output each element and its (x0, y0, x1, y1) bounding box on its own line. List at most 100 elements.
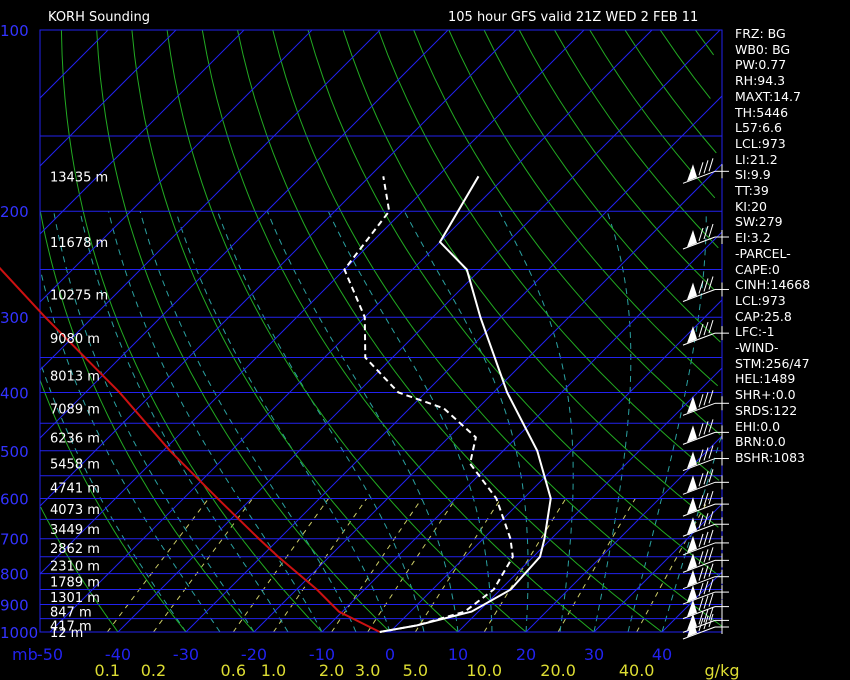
wind-barb-staff (682, 332, 716, 346)
wind-barb-feather (708, 469, 714, 483)
mixing-ratio-unit-label: g/kg (705, 661, 740, 680)
mixing-ratio-label: 10.0 (466, 661, 502, 680)
index-line: HEL:1489 (735, 371, 796, 387)
mixing-ratio-line (557, 498, 636, 632)
pressure-label: 300 (0, 309, 29, 327)
isotherm-line (40, 30, 585, 575)
wind-barb-feather (703, 580, 709, 595)
wind-barb-staff (682, 236, 716, 250)
mixing-ratio-line (232, 498, 330, 632)
temperature-tick-label: -50 (37, 645, 63, 664)
moist-adiabat-line (108, 211, 323, 632)
wind-barb-feather (703, 447, 709, 461)
wind-barb-feather (708, 158, 714, 172)
isobars (39, 29, 723, 633)
wind-barb-feather (708, 445, 714, 459)
height-label: 12 m (50, 626, 83, 641)
isotherm-line (40, 30, 245, 235)
wind-barb-feather (703, 595, 709, 609)
wind-barb-pennant (687, 517, 697, 535)
wind-barb-feather (698, 162, 704, 176)
dry-adiabat-line (131, 30, 459, 632)
index-line: LI:21.2 (735, 151, 778, 167)
mixing-ratio-line (106, 498, 210, 632)
temperature-tick-label: 0 (385, 645, 395, 664)
wind-barb-feather (708, 529, 714, 544)
wind-barb-feather (708, 563, 714, 577)
wind-barb-feather (698, 394, 704, 408)
dry-adiabat-line (554, 30, 719, 249)
wind-barb-feather (698, 533, 704, 548)
wind-barb-feather (708, 490, 714, 505)
mixing-ratio-label: 0.1 (95, 661, 120, 680)
dry-adiabat-line (40, 506, 119, 632)
wind-barb-staff (682, 606, 716, 620)
mixing-ratio-line (367, 498, 457, 632)
wind-barb-feather (708, 613, 714, 628)
isotherm-line (525, 435, 722, 632)
wind-barb-feather (703, 421, 709, 435)
dry-adiabat-line (483, 30, 721, 343)
temperature-trace (379, 175, 552, 633)
wind-barb-feather (698, 280, 704, 294)
wind-barb-feather (703, 471, 709, 485)
dry-adiabat-line (624, 30, 717, 154)
height-label: 1789 m (50, 576, 100, 591)
wind-barb-staff (682, 481, 716, 495)
wind-barb-pennant (687, 396, 697, 414)
wind-barb-pennant (687, 535, 697, 553)
height-label: 7089 m (50, 402, 100, 417)
index-line: SI:9.9 (735, 167, 771, 183)
wind-barb-staff (682, 542, 716, 556)
isotherm-line (49, 30, 653, 632)
wind-barb-pennant (687, 230, 697, 248)
height-label: 417 m (50, 619, 92, 634)
index-line: SHR+:0.0 (735, 387, 796, 403)
isotherm-line (40, 30, 177, 167)
index-line: EHI:0.0 (735, 418, 781, 434)
wind-barb-staff (682, 559, 716, 573)
wind-barb-feather (703, 492, 709, 507)
height-label: 4741 m (50, 481, 100, 496)
mixing-ratio-label: 40.0 (619, 661, 655, 680)
temperature-tick-label: -10 (309, 645, 335, 664)
wind-barb-feather (698, 227, 704, 242)
isotherm-line (40, 30, 517, 507)
wind-barb-feather (703, 549, 709, 563)
height-label: 1301 m (50, 591, 100, 606)
mixing-ratio-label: 1.0 (261, 661, 286, 680)
index-line: WB0: BG (735, 41, 791, 57)
moist-adiabat-line (627, 211, 707, 632)
wind-barb-pennant (687, 553, 697, 571)
moist-adiabat-line (661, 434, 722, 632)
height-label: 11678 m (50, 236, 108, 251)
isotherm-line (457, 367, 722, 632)
pressure-label: 100 (0, 22, 29, 40)
pressure-label: 600 (0, 490, 29, 508)
dry-adiabat-line (694, 30, 715, 56)
dewpoint-trace (343, 176, 514, 633)
wind-barb-feather (698, 551, 704, 565)
temperature-tick-label: -30 (173, 645, 199, 664)
index-line: CINH:14668 (735, 277, 811, 293)
wind-barb-feather (703, 565, 709, 579)
wind-barb-feather (708, 607, 714, 621)
index-line: LCL:973 (735, 135, 786, 151)
dry-adiabat-line (413, 30, 721, 435)
moist-adiabat-line (139, 211, 357, 632)
dry-adiabat-line (518, 30, 715, 291)
wind-barb-pennant (687, 613, 697, 631)
index-line: SW:279 (735, 214, 783, 230)
plot-frame (39, 29, 723, 633)
pressure-label: 700 (0, 531, 29, 549)
height-label: 8013 m (50, 370, 100, 385)
height-label: 10275 m (50, 288, 108, 303)
dry-adiabats (40, 30, 722, 632)
mixing-ratio-label: 3.0 (355, 661, 380, 680)
pressure-label: 1000 (0, 624, 38, 642)
wind-barb-feather (698, 597, 704, 611)
wind-barb-feather (703, 160, 709, 174)
mixing-ratio-line (483, 498, 567, 632)
wind-barb-feather (708, 578, 714, 593)
